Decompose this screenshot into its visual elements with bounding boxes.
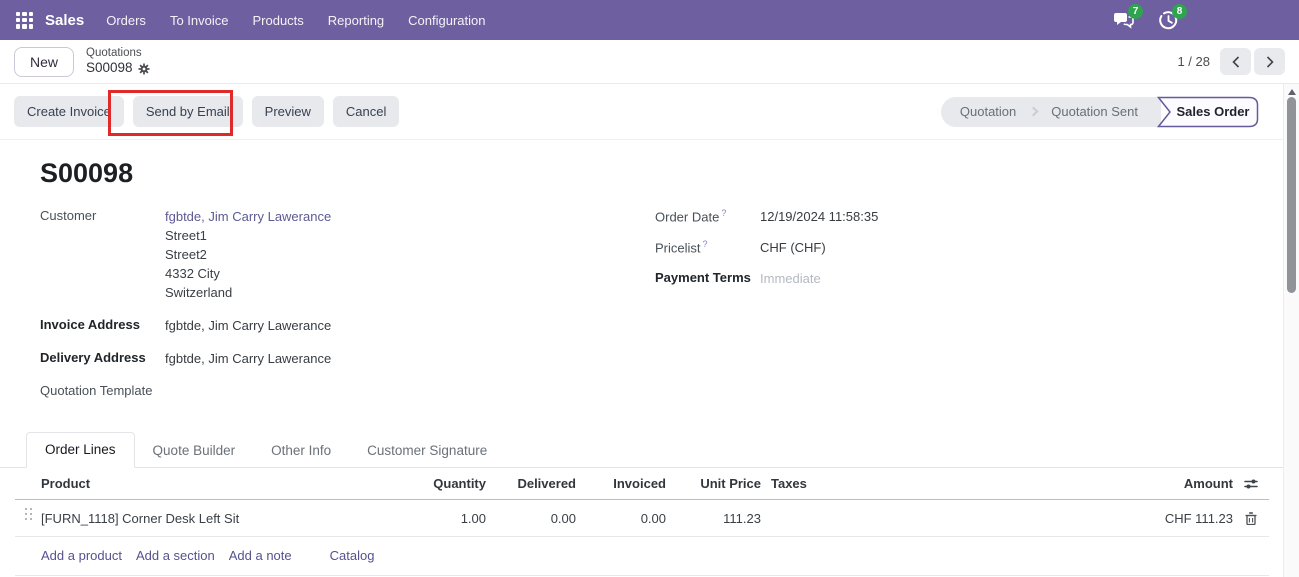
header-amount[interactable]: Amount (1183, 476, 1233, 491)
help-question-icon[interactable]: ? (702, 239, 708, 249)
quotation-template-label: Quotation Template (40, 383, 153, 398)
payment-terms-label: Payment Terms (655, 270, 751, 285)
tab-customer-signature[interactable]: Customer Signature (367, 443, 488, 458)
breadcrumb-current-record: S00098 (86, 60, 133, 76)
activities-button[interactable]: 8 (1157, 4, 1187, 31)
cell-unit-price[interactable]: 111.23 (723, 510, 761, 526)
cancel-button[interactable]: Cancel (332, 96, 400, 127)
sale-order-form: S00098 Customer fgbtde, Jim Carry Lawera… (0, 140, 1299, 576)
cell-delivered: 0.00 (550, 510, 576, 526)
address-line: Switzerland (165, 285, 233, 300)
address-line: 4332 City (165, 266, 220, 281)
cell-quantity[interactable]: 1.00 (460, 510, 486, 526)
record-title: S00098 (40, 158, 134, 188)
preview-button[interactable]: Preview (251, 96, 324, 127)
add-a-section-link[interactable]: Add a section (135, 548, 215, 563)
invoice-address-label: Invoice Address (40, 317, 140, 332)
cell-invoiced: 0.00 (640, 510, 666, 526)
tab-other-info[interactable]: Other Info (271, 443, 332, 458)
statusbar-stage-sales-order[interactable]: Sales Order (1157, 96, 1259, 128)
nav-item-products[interactable]: Products (252, 12, 304, 28)
delivery-address-label: Delivery Address (40, 350, 146, 365)
notebook-tabs: Order Lines Quote Builder Other Info Cus… (0, 432, 1299, 468)
chevron-right-icon (1266, 55, 1274, 68)
cell-amount: CHF 111.23 (1164, 510, 1233, 526)
drag-handle-icon[interactable] (24, 508, 27, 510)
invoice-address-field[interactable]: fgbtde, Jim Carry Lawerance (165, 318, 332, 333)
apps-grid-icon[interactable] (16, 11, 33, 29)
pricelist-label: Pricelist? (655, 239, 708, 256)
pager-count: 1 / 28 (1177, 54, 1210, 69)
messages-button[interactable]: 7 (1113, 4, 1143, 31)
statusbar-stage-quotation[interactable]: Quotation (959, 104, 1017, 119)
activities-count-badge: 8 (1172, 4, 1187, 19)
header-quantity[interactable]: Quantity (433, 476, 486, 491)
address-line: Street1 (165, 228, 207, 243)
header-taxes[interactable]: Taxes (771, 476, 807, 491)
address-line: Street2 (165, 247, 207, 262)
header-invoiced[interactable]: Invoiced (613, 476, 666, 491)
order-line-row[interactable]: [FURN_1118] Corner Desk Left Sit 1.00 0.… (15, 500, 1269, 537)
order-lines-table: Product Quantity Delivered Invoiced Unit… (15, 468, 1269, 576)
scrollbar-up-arrow-icon[interactable] (1288, 89, 1296, 95)
header-delivered[interactable]: Delivered (517, 476, 576, 491)
active-stage-arrow-shape (1157, 96, 1259, 127)
optional-columns-icon[interactable] (1244, 478, 1258, 490)
scrollbar-thumb[interactable] (1287, 97, 1296, 293)
cell-product[interactable]: [FURN_1118] Corner Desk Left Sit (41, 510, 240, 526)
help-question-icon[interactable]: ? (721, 208, 727, 218)
new-button[interactable]: New (14, 46, 75, 77)
tab-order-lines[interactable]: Order Lines (26, 432, 135, 468)
order-date-field[interactable]: 12/19/2024 11:58:35 (760, 209, 879, 224)
customer-label: Customer (40, 208, 97, 223)
record-pager: 1 / 28 (1177, 48, 1285, 75)
table-footer-links: Add a product Add a section Add a note C… (15, 537, 1269, 576)
nav-item-to-invoice[interactable]: To Invoice (169, 12, 229, 28)
customer-field[interactable]: fgbtde, Jim Carry Lawerance (165, 209, 332, 224)
pager-next-button[interactable] (1254, 48, 1285, 75)
app-name-sales[interactable]: Sales (45, 11, 85, 29)
create-invoice-button[interactable]: Create Invoice (14, 96, 124, 127)
tab-quote-builder[interactable]: Quote Builder (152, 443, 236, 458)
chevron-left-icon (1231, 55, 1239, 68)
table-header-row: Product Quantity Delivered Invoiced Unit… (15, 468, 1269, 500)
add-a-note-link[interactable]: Add a note (228, 548, 292, 563)
header-product[interactable]: Product (41, 476, 91, 491)
breadcrumb: Quotations S00098 (86, 46, 150, 77)
status-pipeline: Quotation Quotation Sent Sales Order (940, 96, 1259, 128)
catalog-link[interactable]: Catalog (329, 548, 375, 563)
messages-count-badge: 7 (1128, 4, 1143, 19)
form-right-column: Order Date? 12/19/2024 11:58:35 Pricelis… (655, 207, 1269, 410)
add-a-product-link[interactable]: Add a product (41, 548, 122, 563)
record-actions-gear-icon[interactable] (138, 63, 150, 75)
send-by-email-button[interactable]: Send by Email (132, 96, 243, 127)
payment-terms-field[interactable]: Immediate (760, 271, 821, 286)
active-stage-label: Sales Order (1176, 104, 1250, 119)
activity-clock-icon (1158, 10, 1177, 29)
delete-row-trash-icon[interactable] (1245, 511, 1257, 525)
delivery-address-field[interactable]: fgbtde, Jim Carry Lawerance (165, 351, 332, 366)
nav-item-orders[interactable]: Orders (106, 12, 146, 28)
header-unit-price[interactable]: Unit Price (700, 476, 761, 491)
pager-previous-button[interactable] (1220, 48, 1251, 75)
customer-address: Street1 Street2 4332 City Switzerland (165, 226, 331, 302)
control-panel: New Quotations S00098 1 / 28 (0, 40, 1299, 84)
vertical-scrollbar[interactable] (1283, 84, 1299, 577)
stage-chevron-icon (1028, 106, 1039, 117)
form-left-column: Customer fgbtde, Jim Carry Lawerance Str… (40, 207, 655, 410)
breadcrumb-parent-quotations[interactable]: Quotations (86, 46, 142, 59)
action-bar: Create Invoice Send by Email Preview Can… (0, 84, 1299, 140)
order-date-label: Order Date? (655, 208, 727, 225)
nav-item-reporting[interactable]: Reporting (327, 12, 385, 28)
pricelist-field[interactable]: CHF (CHF) (760, 240, 826, 255)
statusbar-stage-quotation-sent[interactable]: Quotation Sent (1051, 104, 1138, 119)
nav-item-configuration[interactable]: Configuration (408, 12, 486, 28)
top-navbar: Sales Orders To Invoice Products Reporti… (0, 0, 1299, 40)
